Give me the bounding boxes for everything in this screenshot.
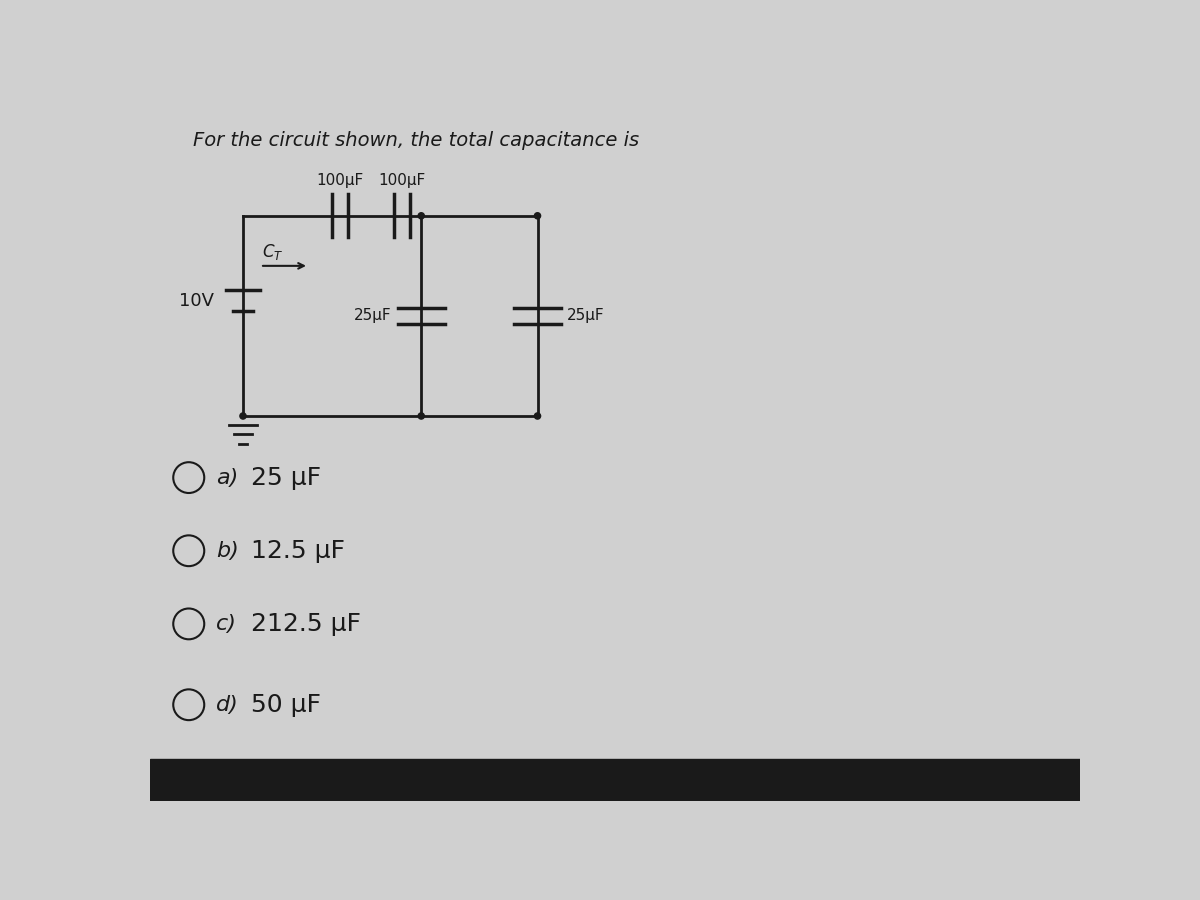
Text: 100μF: 100μF <box>317 173 364 188</box>
Text: For the circuit shown, the total capacitance is: For the circuit shown, the total capacit… <box>193 131 638 150</box>
Circle shape <box>418 413 425 419</box>
Circle shape <box>534 413 541 419</box>
Bar <box>150 759 1080 801</box>
Text: $C_T$: $C_T$ <box>262 242 283 262</box>
Text: 25μF: 25μF <box>354 309 391 323</box>
Text: 12.5 μF: 12.5 μF <box>251 539 344 562</box>
Text: a): a) <box>216 468 238 488</box>
Circle shape <box>240 413 246 419</box>
Text: 25μF: 25μF <box>566 309 605 323</box>
Text: c): c) <box>216 614 236 634</box>
Circle shape <box>418 212 425 219</box>
Text: 50 μF: 50 μF <box>251 693 320 716</box>
Text: 10V: 10V <box>179 292 214 310</box>
Text: 100μF: 100μF <box>378 173 426 188</box>
Text: d): d) <box>216 695 239 715</box>
Text: 25 μF: 25 μF <box>251 465 320 490</box>
Text: 212.5 μF: 212.5 μF <box>251 612 361 636</box>
Text: b): b) <box>216 541 239 561</box>
Circle shape <box>534 212 541 219</box>
